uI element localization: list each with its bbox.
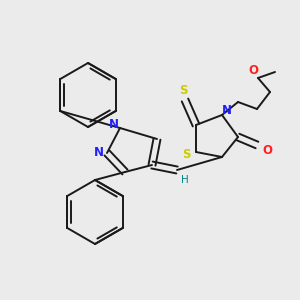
- Text: O: O: [248, 64, 258, 76]
- Text: S: S: [182, 148, 190, 161]
- Text: N: N: [222, 103, 232, 116]
- Text: H: H: [181, 175, 189, 185]
- Text: N: N: [94, 146, 104, 160]
- Text: O: O: [262, 143, 272, 157]
- Text: N: N: [109, 118, 119, 130]
- Text: S: S: [179, 83, 187, 97]
